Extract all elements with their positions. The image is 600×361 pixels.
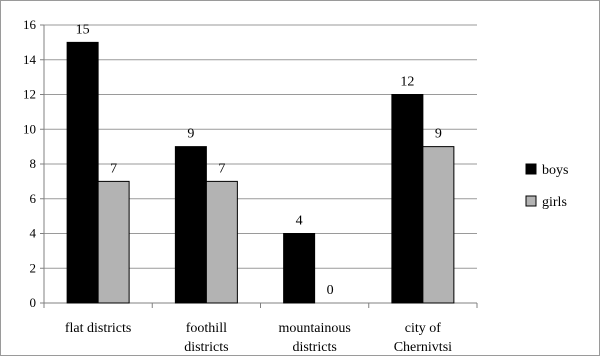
tick-labels: 0 2 4 6 8 10 12 14 16 flat districts foothill distr… [23, 17, 452, 355]
x-tick-label-line: districts [184, 340, 228, 355]
legend: boys girls [525, 163, 568, 210]
data-label-girls: 7 [218, 161, 225, 176]
bars [66, 41, 455, 304]
bar-girls [422, 146, 455, 304]
legend-label-boys: boys [542, 163, 568, 178]
data-label-girls: 0 [327, 283, 334, 298]
data-label-boys: 15 [76, 22, 90, 37]
bar-girls [97, 180, 130, 304]
data-label-boys: 9 [187, 127, 194, 142]
y-tick-label: 8 [30, 156, 37, 171]
bar-boys [283, 233, 316, 304]
y-tick-label: 12 [23, 87, 36, 102]
x-tick-label: mountainous districts [278, 321, 350, 355]
legend-label-girls: girls [542, 195, 567, 210]
x-tick-label-line: districts [292, 340, 336, 355]
bar-boys [174, 146, 207, 304]
legend-swatch-girls [525, 195, 537, 207]
x-tick-label: city of Chernivtsi [394, 321, 452, 355]
data-label-boys: 4 [296, 214, 303, 229]
x-tick-label: foothill districts [184, 321, 228, 355]
y-tick-label: 10 [23, 121, 36, 136]
bar-boys [391, 94, 424, 304]
legend-swatch-boys [525, 163, 537, 175]
data-labels: 15 7 9 7 4 0 12 9 [76, 22, 442, 298]
bar-boys [66, 41, 99, 304]
x-tick-label-line: Chernivtsi [394, 340, 452, 355]
bar-girls [205, 180, 238, 304]
y-tick-label: 16 [23, 17, 37, 32]
y-tick-label: 6 [30, 191, 37, 206]
x-tick-label-line: foothill [186, 321, 227, 336]
y-tick-label: 14 [23, 52, 37, 67]
x-tick-label-line: city of [405, 321, 441, 336]
y-tick-label: 0 [30, 295, 37, 310]
x-tick-label: flat districts [65, 321, 132, 336]
x-tick-label-line: mountainous [278, 321, 350, 336]
data-label-boys: 12 [400, 75, 414, 90]
data-label-girls: 9 [435, 127, 442, 142]
data-label-girls: 7 [110, 161, 117, 176]
x-tick-label-line: flat districts [65, 321, 132, 336]
y-tick-label: 4 [30, 226, 37, 241]
y-tick-label: 2 [30, 260, 37, 275]
